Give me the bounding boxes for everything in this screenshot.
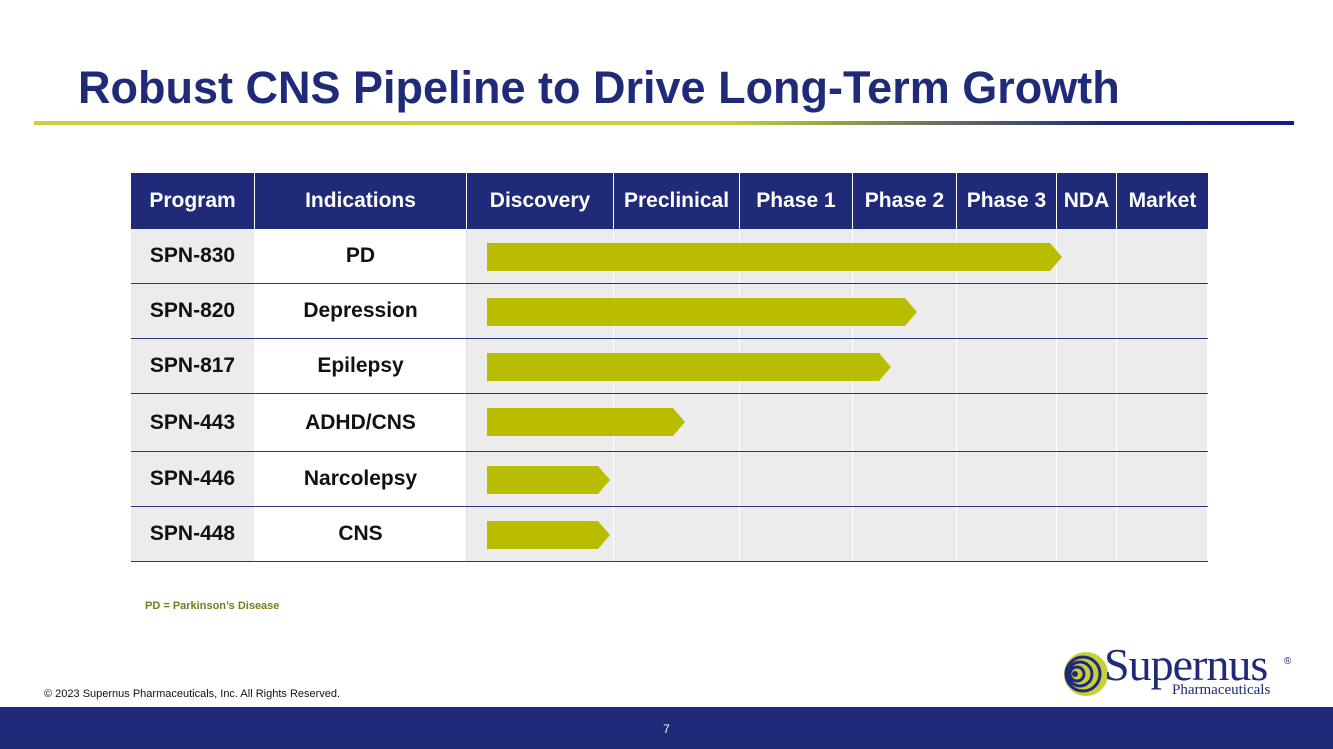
title-underline — [34, 121, 1294, 125]
table-row: SPN-830 PD — [131, 229, 1208, 284]
progress-bar-spn-443 — [487, 408, 687, 436]
header-phase-1: Phase 1 — [740, 173, 853, 229]
logo-registered: ® — [1284, 656, 1292, 667]
table-row: SPN-820 Depression — [131, 284, 1208, 339]
indication-cell: Epilepsy — [255, 339, 467, 393]
header-phase-3: Phase 3 — [957, 173, 1057, 229]
header-market: Market — [1128, 189, 1197, 212]
table-header: Program Indications Discovery Preclinica… — [131, 173, 1208, 229]
progress-arrow — [487, 408, 685, 436]
logo-subtitle: Pharmaceuticals — [1172, 682, 1271, 698]
header-program: Program — [131, 173, 255, 229]
program-cell: SPN-446 — [131, 452, 255, 506]
program-cell: SPN-817 — [131, 339, 255, 393]
indication-cell: Narcolepsy — [255, 452, 467, 506]
progress-arrow — [487, 521, 610, 549]
program-cell: SPN-830 — [131, 229, 255, 283]
indication-cell: Depression — [255, 284, 467, 338]
header-nda: NDA — [1057, 173, 1117, 229]
page-number: 7 — [663, 722, 670, 736]
page-title: Robust CNS Pipeline to Drive Long-Term G… — [78, 62, 1120, 113]
supernus-logo: Supernus ® Pharmaceuticals — [1062, 639, 1292, 700]
progress-arrow — [487, 353, 891, 381]
program-cell: SPN-443 — [131, 394, 255, 451]
table-row: SPN-448 CNS — [131, 507, 1208, 562]
table-row: SPN-446 Narcolepsy — [131, 452, 1208, 507]
pipeline-table: Program Indications Discovery Preclinica… — [131, 173, 1208, 562]
logo-wordmark: Supernus — [1104, 639, 1268, 690]
progress-bar-spn-446 — [487, 466, 612, 494]
progress-arrow — [487, 298, 917, 326]
header-indications: Indications — [255, 173, 467, 229]
indication-cell: PD — [255, 229, 467, 283]
program-cell: SPN-820 — [131, 284, 255, 338]
program-cell: SPN-448 — [131, 507, 255, 561]
table-row: SPN-443 ADHD/CNS — [131, 394, 1208, 452]
copyright: © 2023 Supernus Pharmaceuticals, Inc. Al… — [44, 688, 341, 700]
progress-bar-spn-448 — [487, 521, 612, 549]
footer-bar: 7 — [0, 707, 1333, 749]
logo-mark-icon — [1064, 652, 1108, 696]
progress-bar-spn-817 — [487, 353, 893, 381]
footnote: PD = Parkinson’s Disease — [145, 600, 280, 612]
progress-arrow — [487, 243, 1062, 271]
header-phase-2: Phase 2 — [853, 173, 957, 229]
indication-cell: ADHD/CNS — [255, 394, 467, 451]
progress-bar-spn-820 — [487, 298, 919, 326]
progress-arrow — [487, 466, 610, 494]
header-preclinical: Preclinical — [614, 173, 740, 229]
table-row: SPN-817 Epilepsy — [131, 339, 1208, 394]
progress-bar-spn-830 — [487, 243, 1064, 271]
header-discovery: Discovery — [467, 173, 614, 229]
indication-cell: CNS — [255, 507, 467, 561]
